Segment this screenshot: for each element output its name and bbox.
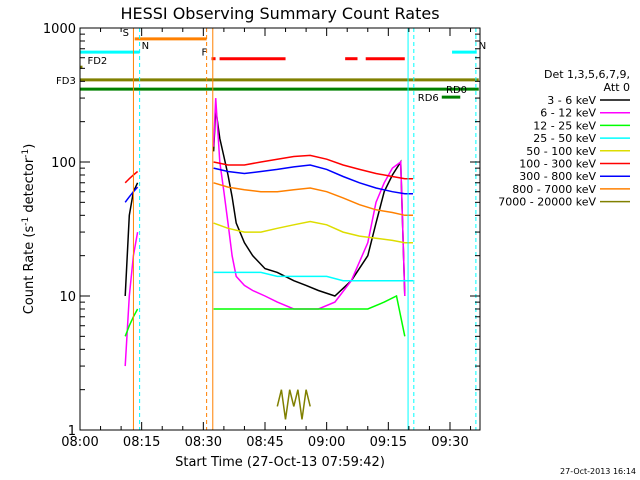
x-tick-label-3: 08:45 <box>246 435 283 450</box>
legend-title-attenuator: Att 0 <box>604 81 630 94</box>
legend-label-4: 50 - 100 keV <box>526 145 596 158</box>
series-line-7-0 <box>213 182 413 217</box>
flag-label-9: RD6 <box>418 93 439 104</box>
flag-label-6: FD2 <box>87 56 107 67</box>
timestamp: 27-Oct-2013 16:14 <box>560 467 636 476</box>
plot-area: S N N F FD2 FD3 RD0 RD6 08:00 08:15 08:30 08:45 09:… <box>43 22 486 450</box>
x-axis-ticks: 08:00 08:15 08:30 08:45 09:00 09:15 09:30 <box>61 28 472 450</box>
flag-label-8: RD0 <box>446 85 467 96</box>
series-layer <box>124 98 413 420</box>
flag-label-3: F <box>202 48 208 59</box>
series-line-2-0 <box>124 308 139 337</box>
legend-label-2: 12 - 25 keV <box>533 119 596 132</box>
series-line-3-0 <box>213 271 413 282</box>
flag-bars-layer: S N N F FD2 FD3 RD0 RD6 <box>56 28 486 104</box>
legend-label-6: 300 - 800 keV <box>519 170 596 183</box>
x-tick-label-6: 09:30 <box>431 435 468 450</box>
flag-label-2: N <box>479 41 486 52</box>
series-line-0-0 <box>124 182 139 297</box>
y-axis-label: Count Rate (s-1 detector-1) <box>21 144 37 315</box>
legend-label-3: 25 - 50 keV <box>533 132 596 145</box>
series-line-2-1 <box>213 294 406 337</box>
x-tick-label-5: 09:15 <box>370 435 407 450</box>
y-axis-ticks: 1 10 100 1000 <box>43 22 480 439</box>
x-tick-label-4: 09:00 <box>308 435 345 450</box>
y-tick-label-3: 1000 <box>43 22 76 37</box>
x-tick-label-0: 08:00 <box>61 435 98 450</box>
series-line-6-1 <box>213 164 413 195</box>
legend-title-detectors: Det 1,3,5,6,7,9, <box>544 68 630 81</box>
y-tick-label-2: 100 <box>51 156 76 171</box>
chart-title: HESSI Observing Summary Count Rates <box>120 4 439 23</box>
y-tick-label-1: 10 <box>59 290 76 305</box>
legend-label-5: 100 - 300 keV <box>519 158 596 171</box>
vertical-lines-layer <box>132 28 477 430</box>
y-tick-label-0: 1 <box>68 424 76 439</box>
flag-label-0: S <box>123 28 129 39</box>
series-line-5-0 <box>124 170 139 184</box>
series-line-6-0 <box>124 186 139 203</box>
series-line-4-0 <box>213 220 413 244</box>
series-line-1-1 <box>212 98 406 310</box>
x-tick-label-1: 08:15 <box>123 435 160 450</box>
series-line-5-1 <box>213 154 413 180</box>
x-tick-label-2: 08:30 <box>185 435 222 450</box>
plot-frame <box>79 27 481 431</box>
legend-label-0: 3 - 6 keV <box>547 94 596 107</box>
series-line-8-0 <box>276 389 311 420</box>
legend-label-8: 7000 - 20000 keV <box>498 196 596 209</box>
flag-label-1: N <box>142 41 149 52</box>
flag-label-7: FD3 <box>56 76 76 87</box>
x-axis-label: Start Time (27-Oct-13 07:59:42) <box>175 455 385 470</box>
legend-label-7: 800 - 7000 keV <box>512 183 596 196</box>
legend-label-1: 6 - 12 keV <box>540 107 596 120</box>
